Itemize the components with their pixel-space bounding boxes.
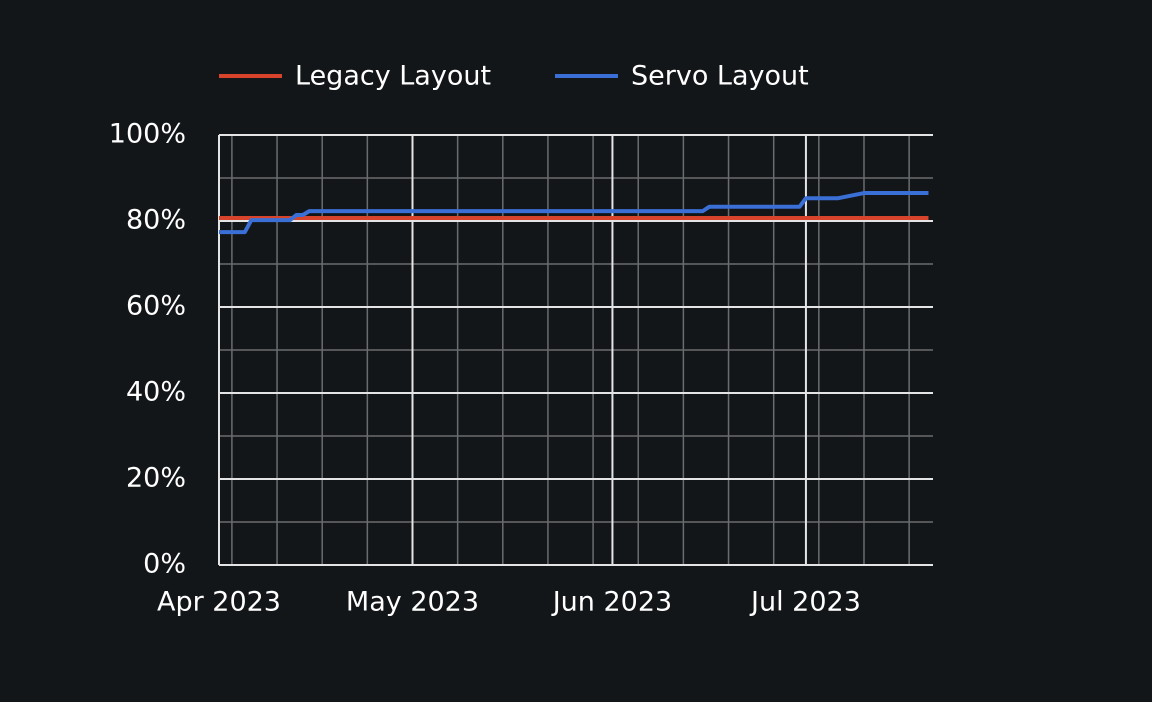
x-tick-label: May 2023: [346, 587, 479, 618]
x-tick-label: Jul 2023: [749, 587, 861, 618]
series-line: [219, 191, 929, 235]
y-tick-label: 40%: [126, 377, 186, 408]
legend-label: Legacy Layout: [295, 61, 491, 92]
y-tick-label: 60%: [126, 291, 186, 322]
x-tick-label: Jun 2023: [551, 587, 672, 618]
y-tick-label: 80%: [126, 205, 186, 236]
y-tick-label: 0%: [143, 549, 186, 580]
y-tick-label: 20%: [126, 463, 186, 494]
x-tick-label: Apr 2023: [157, 587, 281, 618]
legend-label: Servo Layout: [631, 61, 809, 92]
y-tick-label: 100%: [109, 119, 186, 150]
